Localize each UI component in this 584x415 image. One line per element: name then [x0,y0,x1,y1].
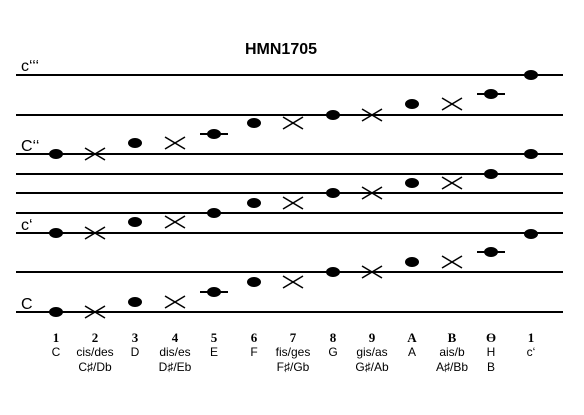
note-dot [524,229,538,239]
column-7: 7 fis/ges F♯/Gb [263,330,323,375]
column-number: 2 [91,330,99,345]
note-cross [84,226,106,240]
note-name: gis/as [356,345,388,359]
column-number: ϴ [485,330,497,345]
note-name: C [51,345,61,359]
note-dot [524,70,538,80]
note-dot [247,277,261,287]
column-number: 9 [368,330,376,345]
note-name: c‘ [526,345,536,359]
note-cross [84,147,106,161]
note-name: dis/es [159,345,191,359]
note-dot [49,149,63,159]
note-name: H [486,345,496,359]
note-dot [247,118,261,128]
note-dot [49,228,63,238]
column-number: 4 [171,330,179,345]
octave-label-c1: c‘ [21,217,33,234]
column-number: 7 [289,330,297,345]
column-number: A [407,330,417,345]
note-dot [405,178,419,188]
note-dot [484,247,498,257]
note-dot [128,138,142,148]
note-name: ais/b [439,345,465,359]
column-number: 1 [52,330,60,345]
note-alt-name: B [486,360,495,374]
note-cross [282,116,304,130]
note-dot [405,99,419,109]
column-2: 2 cis/des C♯/Db [65,330,125,375]
staff-lines [16,74,563,313]
note-dot [207,208,221,218]
note-name: D [130,345,140,359]
column-number: 5 [210,330,218,345]
note-cross [164,295,186,309]
note-name: E [209,345,218,359]
note-name: cis/des [76,345,114,359]
note-dot [326,188,340,198]
note-cross [361,265,383,279]
note-cross [282,275,304,289]
note-cross [361,186,383,200]
note-cross [164,215,186,229]
octave-label-c3: c‘‘‘ [21,58,40,75]
note-cross [441,97,463,111]
note-dot [49,307,63,317]
note-alt-name: C♯/Db [78,360,112,374]
note-alt-name: G♯/Ab [355,360,389,374]
note-cross [441,255,463,269]
note-dot [524,149,538,159]
note-dot [326,267,340,277]
chart-title: HMN1705 [244,41,318,58]
note-dot [247,198,261,208]
note-name: fis/ges [275,345,311,359]
note-dot [207,129,221,139]
note-dot [405,257,419,267]
note-dot [128,217,142,227]
note-dot [484,169,498,179]
column-number: 1 [527,330,535,345]
note-name: A [407,345,416,359]
note-cross [84,305,106,319]
note-dot [326,110,340,120]
note-alt-name: A♯/Bb [435,360,468,374]
note-cross [441,176,463,190]
note-dot [128,297,142,307]
column-9: 9 gis/as G♯/Ab [342,330,402,375]
note-dot [484,89,498,99]
column-number: 6 [250,330,258,345]
column-number: 8 [329,330,337,345]
note-cross [282,196,304,210]
column-13: 1 c‘ [501,330,561,360]
note-name: G [328,345,338,359]
note-name: F [250,345,258,359]
note-marks [49,70,538,319]
note-dot [207,287,221,297]
note-cross [164,136,186,150]
note-alt-name: D♯/Eb [158,360,192,374]
note-cross [361,108,383,122]
column-4: 4 dis/es D♯/Eb [145,330,205,375]
column-number: 3 [131,330,139,345]
note-alt-name: F♯/Gb [276,360,310,374]
octave-label-c2: C‘‘ [21,138,40,155]
column-number: B [447,330,457,345]
octave-label-c: C [21,296,33,313]
